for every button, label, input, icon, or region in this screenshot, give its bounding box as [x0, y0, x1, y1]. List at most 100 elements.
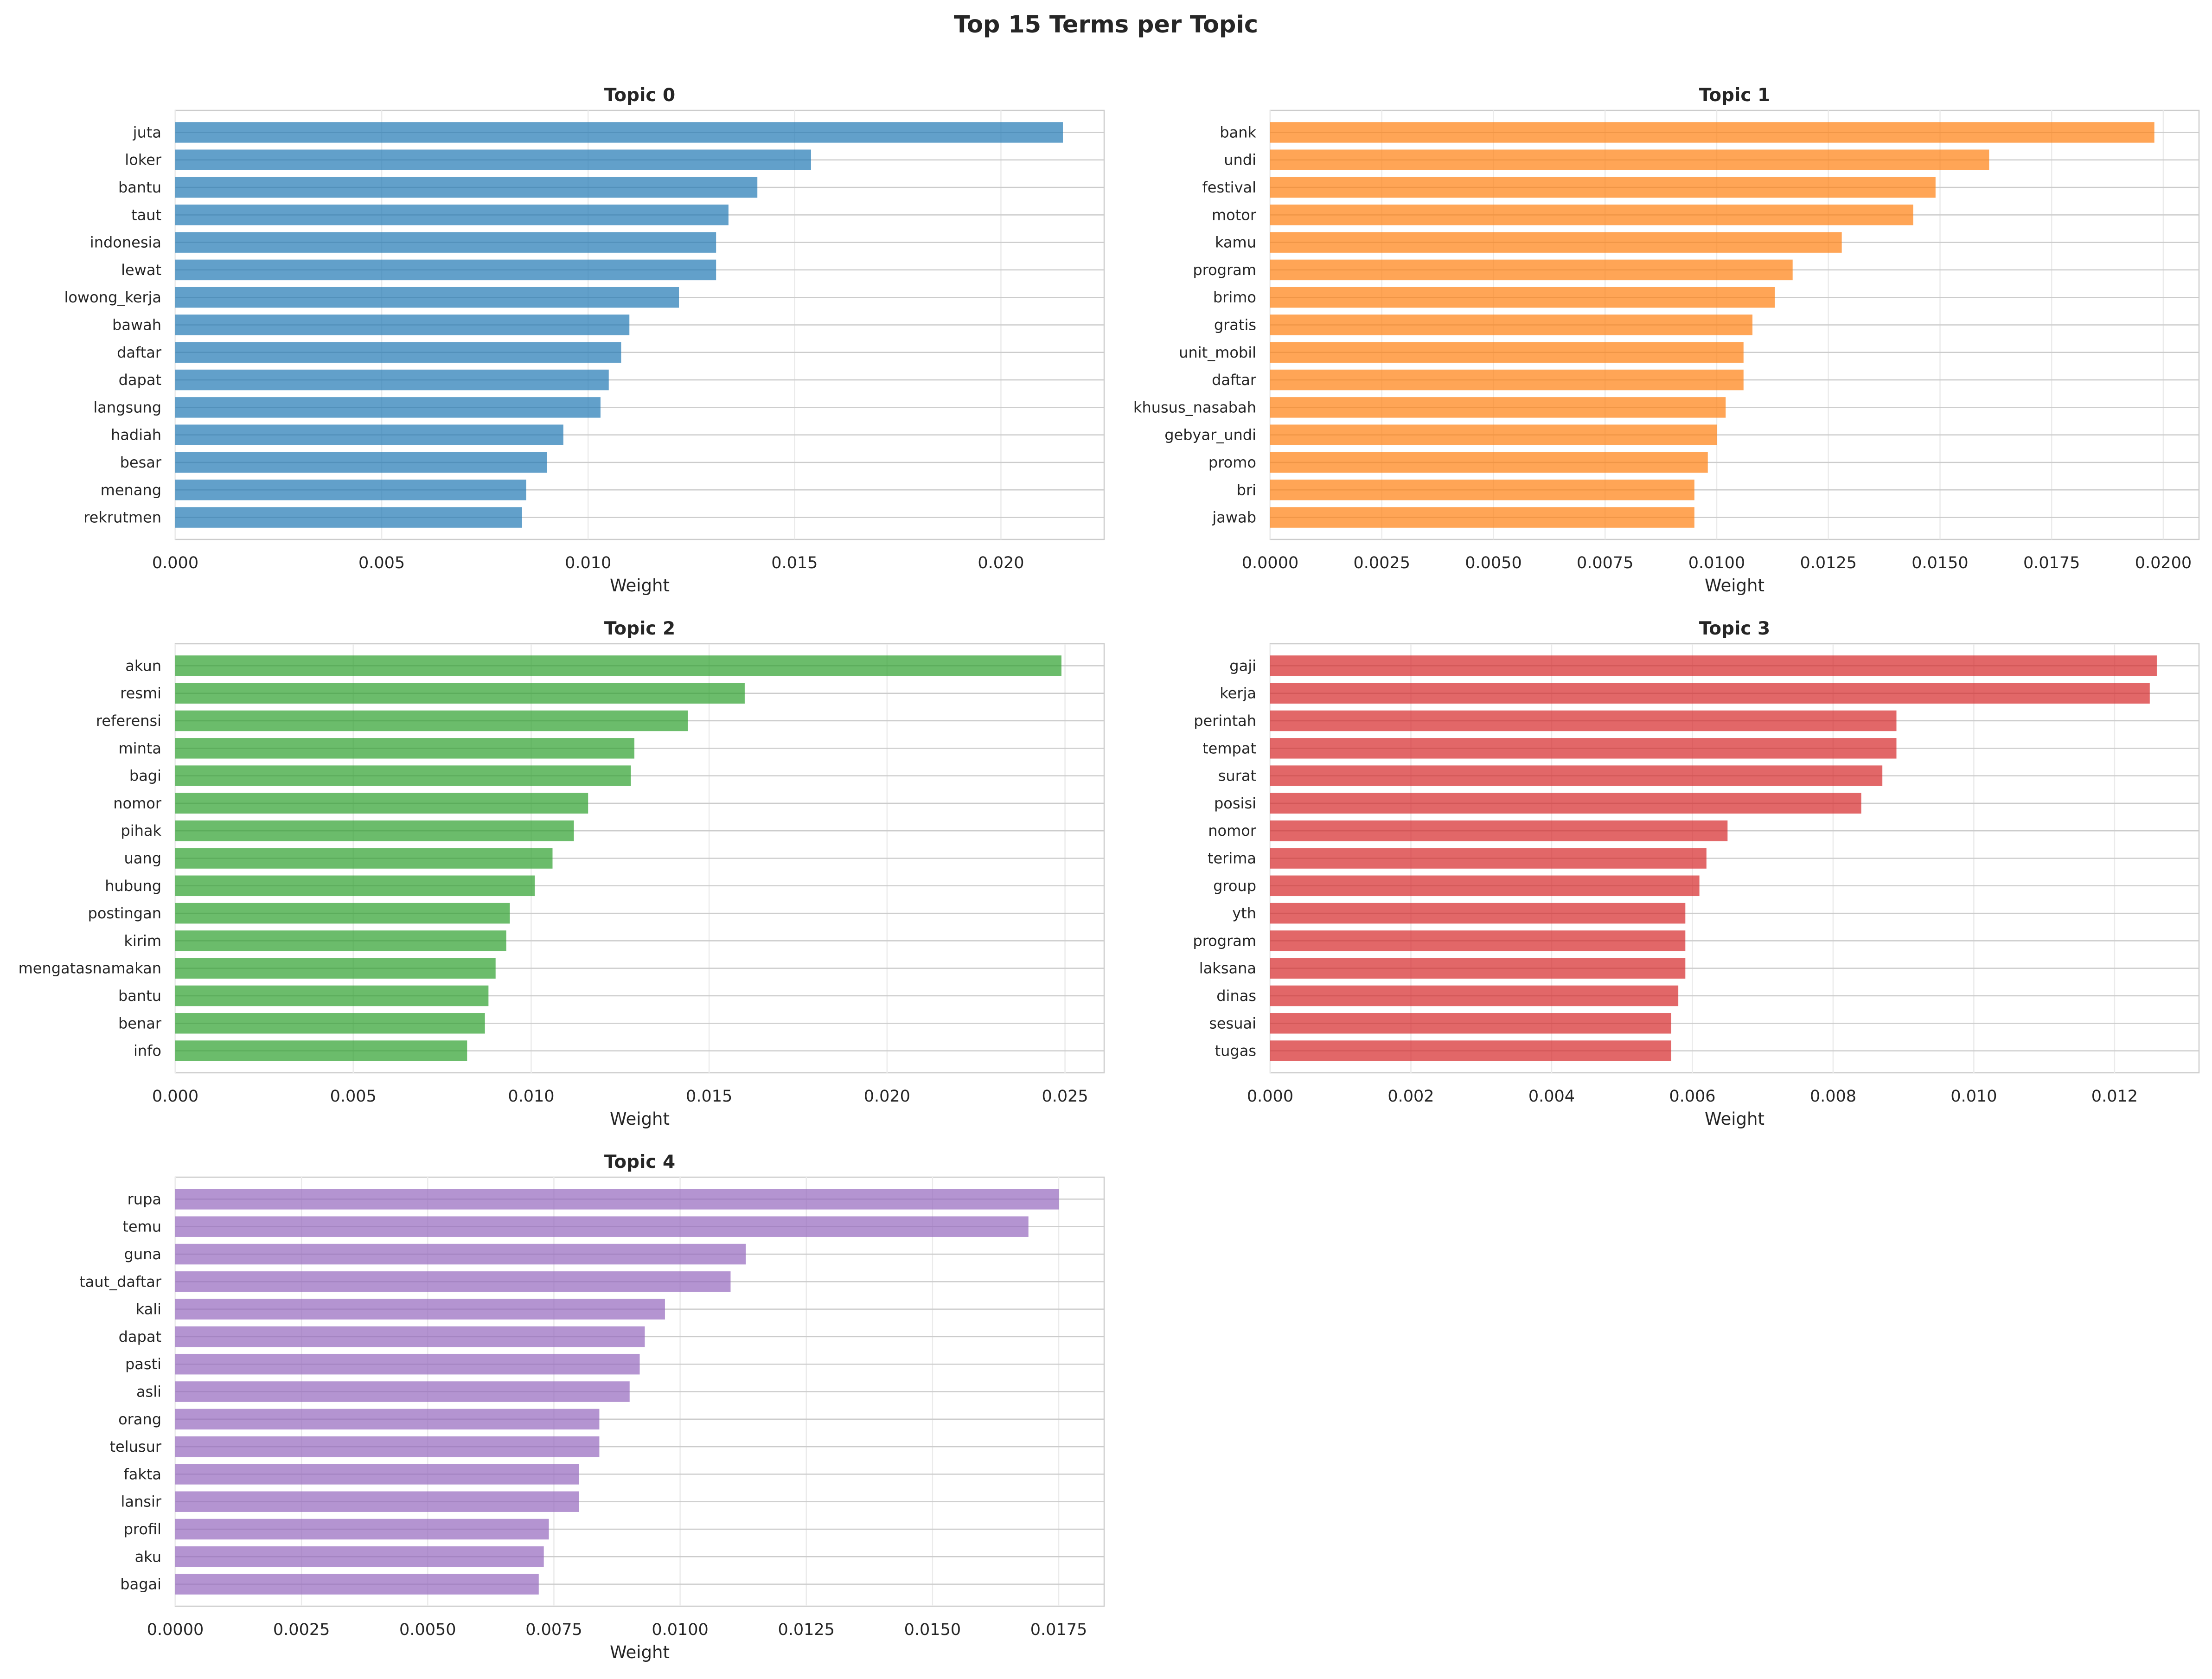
bar-laksana [1270, 958, 1686, 979]
term-label: pihak [121, 822, 161, 840]
term-label: dapat [119, 371, 161, 389]
bar-group [1270, 875, 1700, 897]
bar-rupa [175, 1189, 1059, 1210]
term-label: info [134, 1042, 161, 1060]
term-label: nomor [1208, 822, 1257, 840]
bar-kamu [1270, 232, 1842, 253]
x-tick-label: 0.000 [152, 554, 198, 572]
bar-menang [175, 480, 526, 500]
x-axis-label: Weight [1705, 1109, 1764, 1129]
bar-surat [1270, 765, 1883, 786]
subplot-topic-4: 0.0000 0.0025 0.0050 0.0075 0.0100 0.0125 0.01… [79, 1152, 1105, 1662]
bar-pasti [175, 1353, 640, 1375]
bar-dapat [175, 369, 609, 391]
bar-kali [175, 1299, 665, 1320]
x-axis-label: Weight [1705, 576, 1764, 596]
term-label: besar [120, 454, 162, 471]
subplot-title: Topic 1 [1699, 85, 1770, 106]
bar-gaji [1270, 655, 2157, 676]
bar-gratis [1270, 314, 1753, 335]
x-tick-label: 0.0100 [652, 1621, 708, 1639]
figure-title: Top 15 Terms per Topic [954, 11, 1258, 38]
term-label: sesuai [1209, 1014, 1256, 1032]
subplot-title: Topic 3 [1699, 618, 1770, 639]
term-label: asli [136, 1383, 161, 1401]
x-tick-label: 0.0200 [2135, 554, 2192, 572]
x-axis-label: Weight [610, 576, 670, 596]
bar-tugas [1270, 1040, 1671, 1061]
bar-program [1270, 930, 1686, 951]
term-label: bank [1220, 123, 1256, 141]
term-label: dapat [119, 1328, 161, 1346]
bar-bagi [175, 765, 631, 786]
term-label: bri [1237, 481, 1256, 499]
term-label: uang [124, 850, 161, 867]
subplot-title: Topic 0 [604, 85, 675, 106]
bar-nomor [1270, 820, 1728, 841]
bar-orang [175, 1409, 600, 1430]
x-tick-label: 0.005 [358, 554, 405, 572]
bar-dapat [175, 1326, 645, 1347]
bar-lansir [175, 1491, 579, 1512]
term-label: gaji [1229, 657, 1256, 674]
term-label: terima [1208, 850, 1256, 867]
term-label: yth [1232, 904, 1256, 922]
term-label: taut_daftar [79, 1273, 162, 1290]
bar-undi [1270, 149, 1989, 170]
term-label: kirim [124, 932, 161, 949]
term-label: unit_mobil [1179, 344, 1256, 361]
term-label: hubung [105, 877, 161, 895]
x-tick-label: 0.020 [978, 554, 1024, 572]
bar-promo [1270, 452, 1708, 473]
bar-bantu [175, 985, 489, 1006]
term-label: daftar [1212, 371, 1257, 389]
x-tick-label: 0.002 [1387, 1087, 1434, 1106]
bar-brimo [1270, 287, 1775, 308]
term-label: surat [1218, 767, 1256, 785]
term-label: guna [124, 1245, 161, 1263]
term-label: gratis [1214, 316, 1256, 334]
bar-pihak [175, 820, 574, 841]
term-label: akun [125, 657, 161, 674]
bar-sesuai [1270, 1013, 1671, 1034]
bar-kerja [1270, 683, 2150, 704]
bar-bank [1270, 122, 2154, 143]
term-label: benar [118, 1014, 162, 1032]
bar-postingan [175, 903, 510, 924]
term-label: laksana [1199, 960, 1256, 977]
term-label: rekrutmen [83, 509, 161, 526]
x-tick-label: 0.006 [1669, 1087, 1715, 1106]
x-tick-label: 0.0025 [273, 1621, 330, 1639]
term-label: lansir [121, 1493, 162, 1511]
bar-temu [175, 1216, 1029, 1237]
bar-akun [175, 655, 1061, 676]
bar-lewat [175, 259, 716, 281]
x-tick-label: 0.0125 [1800, 554, 1856, 572]
bar-tempat [1270, 738, 1897, 759]
term-label: aku [135, 1548, 161, 1565]
bar-besar [175, 452, 547, 473]
bar-info [175, 1040, 467, 1061]
x-tick-label: 0.0100 [1688, 554, 1745, 572]
x-axis-label: Weight [610, 1109, 670, 1129]
bar-hadiah [175, 424, 563, 445]
x-tick-label: 0.004 [1528, 1087, 1575, 1106]
x-tick-label: 0.008 [1810, 1087, 1856, 1106]
bar-program [1270, 259, 1793, 281]
bar-festival [1270, 177, 1936, 198]
x-tick-label: 0.0050 [399, 1621, 456, 1639]
bar-daftar [175, 342, 621, 363]
term-label: kali [136, 1301, 161, 1318]
term-label: mengatasnamakan [19, 960, 161, 977]
term-label: pasti [125, 1355, 161, 1373]
term-label: nomor [113, 795, 162, 812]
subplot-topic-0: 0.000 0.005 0.010 0.015 0.020 juta loker bantu t… [64, 85, 1105, 596]
x-tick-label: 0.005 [330, 1087, 377, 1106]
term-label: kamu [1215, 234, 1256, 251]
x-tick-label: 0.025 [1042, 1087, 1088, 1106]
term-label: menang [101, 481, 161, 499]
term-label: tugas [1215, 1042, 1256, 1060]
subplot-topic-2: 0.000 0.005 0.010 0.015 0.020 0.025 akun resmi r… [19, 618, 1105, 1129]
x-axis-label: Weight [610, 1642, 670, 1662]
bar-bantu [175, 177, 758, 198]
